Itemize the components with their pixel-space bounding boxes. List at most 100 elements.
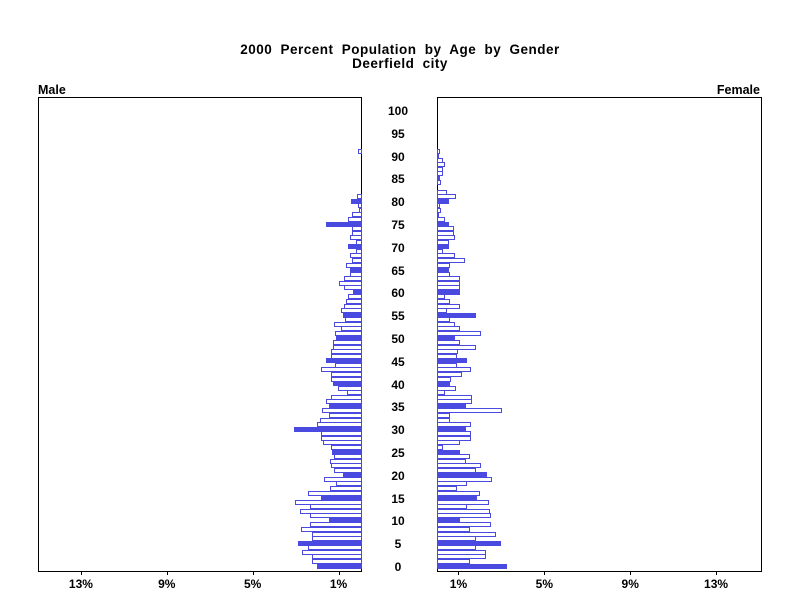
female-bar-age-0 [437, 563, 507, 569]
male-bar-age-70 [348, 244, 362, 250]
male-bar-age-26 [331, 444, 362, 450]
male-bar-age-46 [331, 353, 362, 359]
female-bar-age-40 [437, 381, 450, 387]
male-bar-age-72 [350, 235, 362, 241]
female-bar-age-62 [437, 280, 460, 286]
female-bar-age-46 [437, 353, 457, 359]
age-tick-label-10: 10 [391, 514, 405, 529]
female-bar-age-53 [437, 321, 455, 327]
male-bar-age-74 [352, 226, 362, 232]
female-bar-age-6 [437, 536, 476, 542]
age-tick-label-50: 50 [391, 332, 405, 346]
female-bar-age-44 [437, 362, 457, 368]
female-bar-age-61 [437, 285, 460, 291]
male-bar-age-51 [335, 330, 362, 336]
male-bar-age-73 [352, 230, 362, 236]
male-bar-age-31 [317, 422, 362, 428]
female-bar-age-20 [437, 472, 487, 478]
female-bar-age-60 [437, 289, 460, 295]
male-bar-age-4 [308, 545, 362, 551]
male-bar-age-0 [317, 563, 362, 569]
female-bar-age-76 [437, 216, 445, 222]
female-bar-age-19 [437, 476, 492, 482]
male-bar-age-48 [333, 344, 362, 350]
age-tick-label-40: 40 [391, 377, 405, 392]
male-bar-age-40 [333, 381, 362, 387]
female-bar-age-28 [437, 435, 471, 441]
male-bar-age-20 [343, 472, 362, 478]
male-bar-age-71 [356, 239, 362, 245]
male-bar-age-16 [308, 490, 362, 496]
male-bar-age-13 [310, 504, 362, 510]
male-bar-age-54 [345, 317, 362, 323]
female-bar-age-54 [437, 317, 450, 323]
female-bar-age-79 [437, 203, 440, 209]
male-bar-age-79 [358, 203, 362, 209]
female-bar-age-2 [437, 554, 486, 560]
female-bar-age-27 [437, 440, 460, 446]
female-pct-label-13: 13% [704, 577, 729, 591]
female-bar-age-38 [437, 390, 445, 396]
female-bar-age-88 [437, 162, 445, 168]
male-bar-age-61 [344, 285, 362, 291]
female-bar-age-16 [437, 490, 480, 496]
female-bar-age-69 [437, 248, 443, 254]
female-bar-age-23 [437, 458, 466, 464]
age-tick-label-70: 70 [391, 240, 405, 255]
female-bar-age-80 [437, 198, 449, 204]
female-bar-age-45 [437, 358, 467, 364]
male-bar-age-42 [331, 371, 362, 377]
male-bar-age-75 [326, 221, 362, 227]
male-bar-age-69 [356, 248, 362, 254]
male-bar-age-58 [346, 299, 362, 305]
female-bar-age-55 [437, 312, 476, 318]
male-bar-age-17 [330, 485, 362, 491]
age-tick-label-0: 0 [394, 560, 402, 574]
female-bar-age-31 [437, 422, 471, 428]
female-bar-age-75 [437, 221, 449, 227]
female-bar-age-81 [437, 194, 456, 200]
female-bar-age-29 [437, 431, 471, 437]
male-bar-age-56 [341, 308, 362, 314]
male-bar-age-55 [343, 312, 362, 318]
male-bar-age-44 [335, 362, 362, 368]
male-bar-age-65 [350, 267, 362, 273]
male-bar-age-11 [310, 513, 362, 519]
male-bar-age-50 [336, 335, 362, 341]
female-bar-age-74 [437, 226, 454, 232]
male-bar-age-14 [295, 499, 362, 505]
male-bar-age-12 [300, 508, 362, 514]
female-bar-age-11 [437, 513, 491, 519]
male-bar-age-30 [294, 426, 362, 432]
male-bar-age-29 [321, 431, 362, 437]
age-tick-label-100: 100 [387, 104, 409, 118]
female-bar-age-78 [437, 207, 441, 213]
female-bar-age-65 [437, 267, 449, 273]
male-bar-age-25 [332, 449, 362, 455]
female-bar-age-89 [437, 157, 443, 163]
female-bar-age-24 [437, 454, 470, 460]
age-tick-label-45: 45 [391, 354, 405, 369]
female-bar-age-1 [437, 558, 470, 564]
age-tick-label-15: 15 [391, 491, 405, 506]
female-bar-age-35 [437, 403, 466, 409]
male-bar-age-80 [351, 198, 362, 204]
female-bar-age-9 [437, 522, 491, 528]
male-bar-age-66 [346, 262, 362, 268]
female-bar-age-48 [437, 344, 476, 350]
male-bar-age-10 [329, 517, 362, 523]
male-bar-age-7 [312, 531, 362, 537]
male-bar-age-41 [331, 376, 362, 382]
female-bar-age-39 [437, 385, 456, 391]
female-bar-age-34 [437, 408, 502, 414]
age-tick-label-60: 60 [391, 286, 405, 301]
male-bar-age-22 [331, 463, 362, 469]
female-bar-age-73 [437, 230, 454, 236]
male-bar-age-21 [334, 467, 362, 473]
male-panel-label: Male [38, 83, 66, 97]
female-bar-age-32 [437, 417, 450, 423]
female-bar-age-4 [437, 545, 476, 551]
male-bar-age-67 [352, 257, 362, 263]
female-bar-age-57 [437, 303, 460, 309]
